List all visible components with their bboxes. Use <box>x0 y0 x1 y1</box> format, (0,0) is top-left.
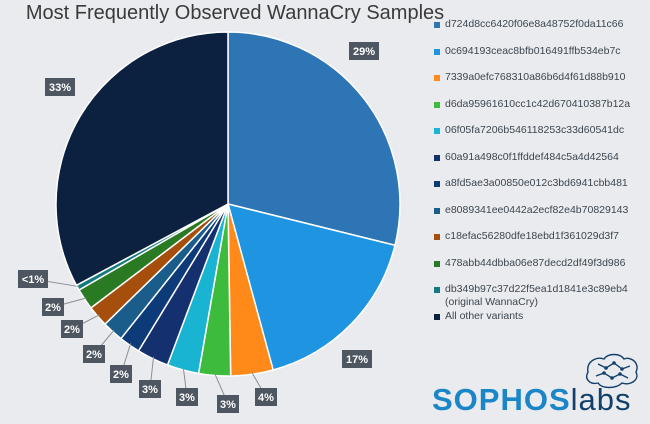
legend-item: 7339a0efc768310a86b6d4f61d88b910 <box>434 71 644 98</box>
legend-label: 0c694193ceac8bfb016491ffb534eb7c <box>445 44 621 57</box>
legend-label: 478abb44dbba06e87decd2df49f3d986 <box>445 256 626 269</box>
data-label: 4% <box>258 392 274 404</box>
chart-legend: d724d8cc6420f06e8a48752f0da11c66 0c694193… <box>434 18 644 337</box>
legend-label: All other variants <box>445 310 524 322</box>
legend-item: e8089341ee0442a2ecf82e4b70829143 <box>434 204 644 231</box>
data-label-box <box>42 298 64 316</box>
data-label-box <box>255 388 277 406</box>
legend-item: db349b97c37d22f5ea1d1841e3c89eb4 (origin… <box>434 283 644 313</box>
brain-circuit-icon <box>586 353 638 389</box>
legend-item: c18efac56280dfe18ebd1f361029d3f7 <box>434 230 644 257</box>
legend-label: d6da95961610cc1c42d670410387b12a <box>445 97 631 110</box>
data-label-box <box>61 320 83 338</box>
data-label: 3% <box>179 392 195 404</box>
data-label: 17% <box>346 354 368 366</box>
legend-item: All other variants <box>434 310 644 337</box>
data-label-box <box>342 350 372 368</box>
legend-label: c18efac56280dfe18ebd1f361029d3f7 <box>445 230 619 242</box>
data-label-box <box>110 365 132 383</box>
legend-item: a8fd5ae3a00850e012c3bd6941cbb481 <box>434 177 644 204</box>
legend-swatch <box>434 154 440 161</box>
legend-label: 60a91a498c0f1ffddef484c5a4d42564 <box>445 150 619 163</box>
legend-item: 478abb44dbba06e87decd2df49f3d986 <box>434 257 644 284</box>
data-label-box <box>176 388 198 406</box>
data-label: 2% <box>64 324 80 336</box>
legend-swatch <box>434 48 440 55</box>
data-label-box <box>18 270 48 288</box>
legend-swatch <box>434 287 440 293</box>
data-label-box <box>139 380 161 398</box>
legend-item: 0c694193ceac8bfb016491ffb534eb7c <box>434 45 644 72</box>
data-label: 2% <box>113 369 129 381</box>
data-label: <1% <box>22 274 45 286</box>
legend-label: db349b97c37d22f5ea1d1841e3c89eb4 (origin… <box>445 283 628 308</box>
data-label: 2% <box>45 302 61 314</box>
legend-label: 06f05fa7206b546118253c33d60541dc <box>445 124 625 136</box>
legend-swatch <box>434 128 440 134</box>
data-label: 3% <box>142 384 158 396</box>
data-label-box <box>83 345 105 363</box>
legend-label: d724d8cc6420f06e8a48752f0da11c66 <box>445 18 624 30</box>
data-label-box <box>217 395 239 413</box>
data-label-box <box>349 42 379 60</box>
pie-chart: 29%17%4%3%3%3%2%2%2%2%<1%33% <box>18 31 401 413</box>
legend-swatch <box>434 75 440 81</box>
pie-slice <box>226 202 396 371</box>
legend-label: a8fd5ae3a00850e012c3bd6941cbb481 <box>445 177 628 189</box>
legend-swatch <box>434 260 440 267</box>
data-label-box <box>45 78 75 96</box>
sophoslabs-logo: SOPHOSlabs <box>432 352 647 417</box>
data-label: 33% <box>49 82 71 94</box>
logo-sophos-text: SOPHOS <box>432 382 571 417</box>
legend-item: d6da95961610cc1c42d670410387b12a <box>434 98 644 125</box>
legend-item: 06f05fa7206b546118253c33d60541dc <box>434 124 644 151</box>
legend-swatch <box>434 101 440 108</box>
legend-swatch <box>434 22 440 28</box>
legend-swatch <box>434 207 440 214</box>
legend-label: e8089341ee0442a2ecf82e4b70829143 <box>445 203 629 216</box>
legend-swatch <box>434 234 440 240</box>
data-label: 3% <box>220 399 236 411</box>
pie-slice <box>227 31 401 247</box>
pie-slice <box>55 31 229 287</box>
data-label: 29% <box>353 46 375 58</box>
legend-item: d724d8cc6420f06e8a48752f0da11c66 <box>434 18 644 45</box>
chart-title: Most Frequently Observed WannaCry Sample… <box>25 2 445 24</box>
logo-labs-text: labs <box>570 382 632 417</box>
legend-swatch <box>434 181 440 187</box>
legend-swatch <box>434 314 440 320</box>
legend-label: 7339a0efc768310a86b6d4f61d88b910 <box>445 71 626 83</box>
data-label: 2% <box>86 349 102 361</box>
legend-item: 60a91a498c0f1ffddef484c5a4d42564 <box>434 151 644 178</box>
